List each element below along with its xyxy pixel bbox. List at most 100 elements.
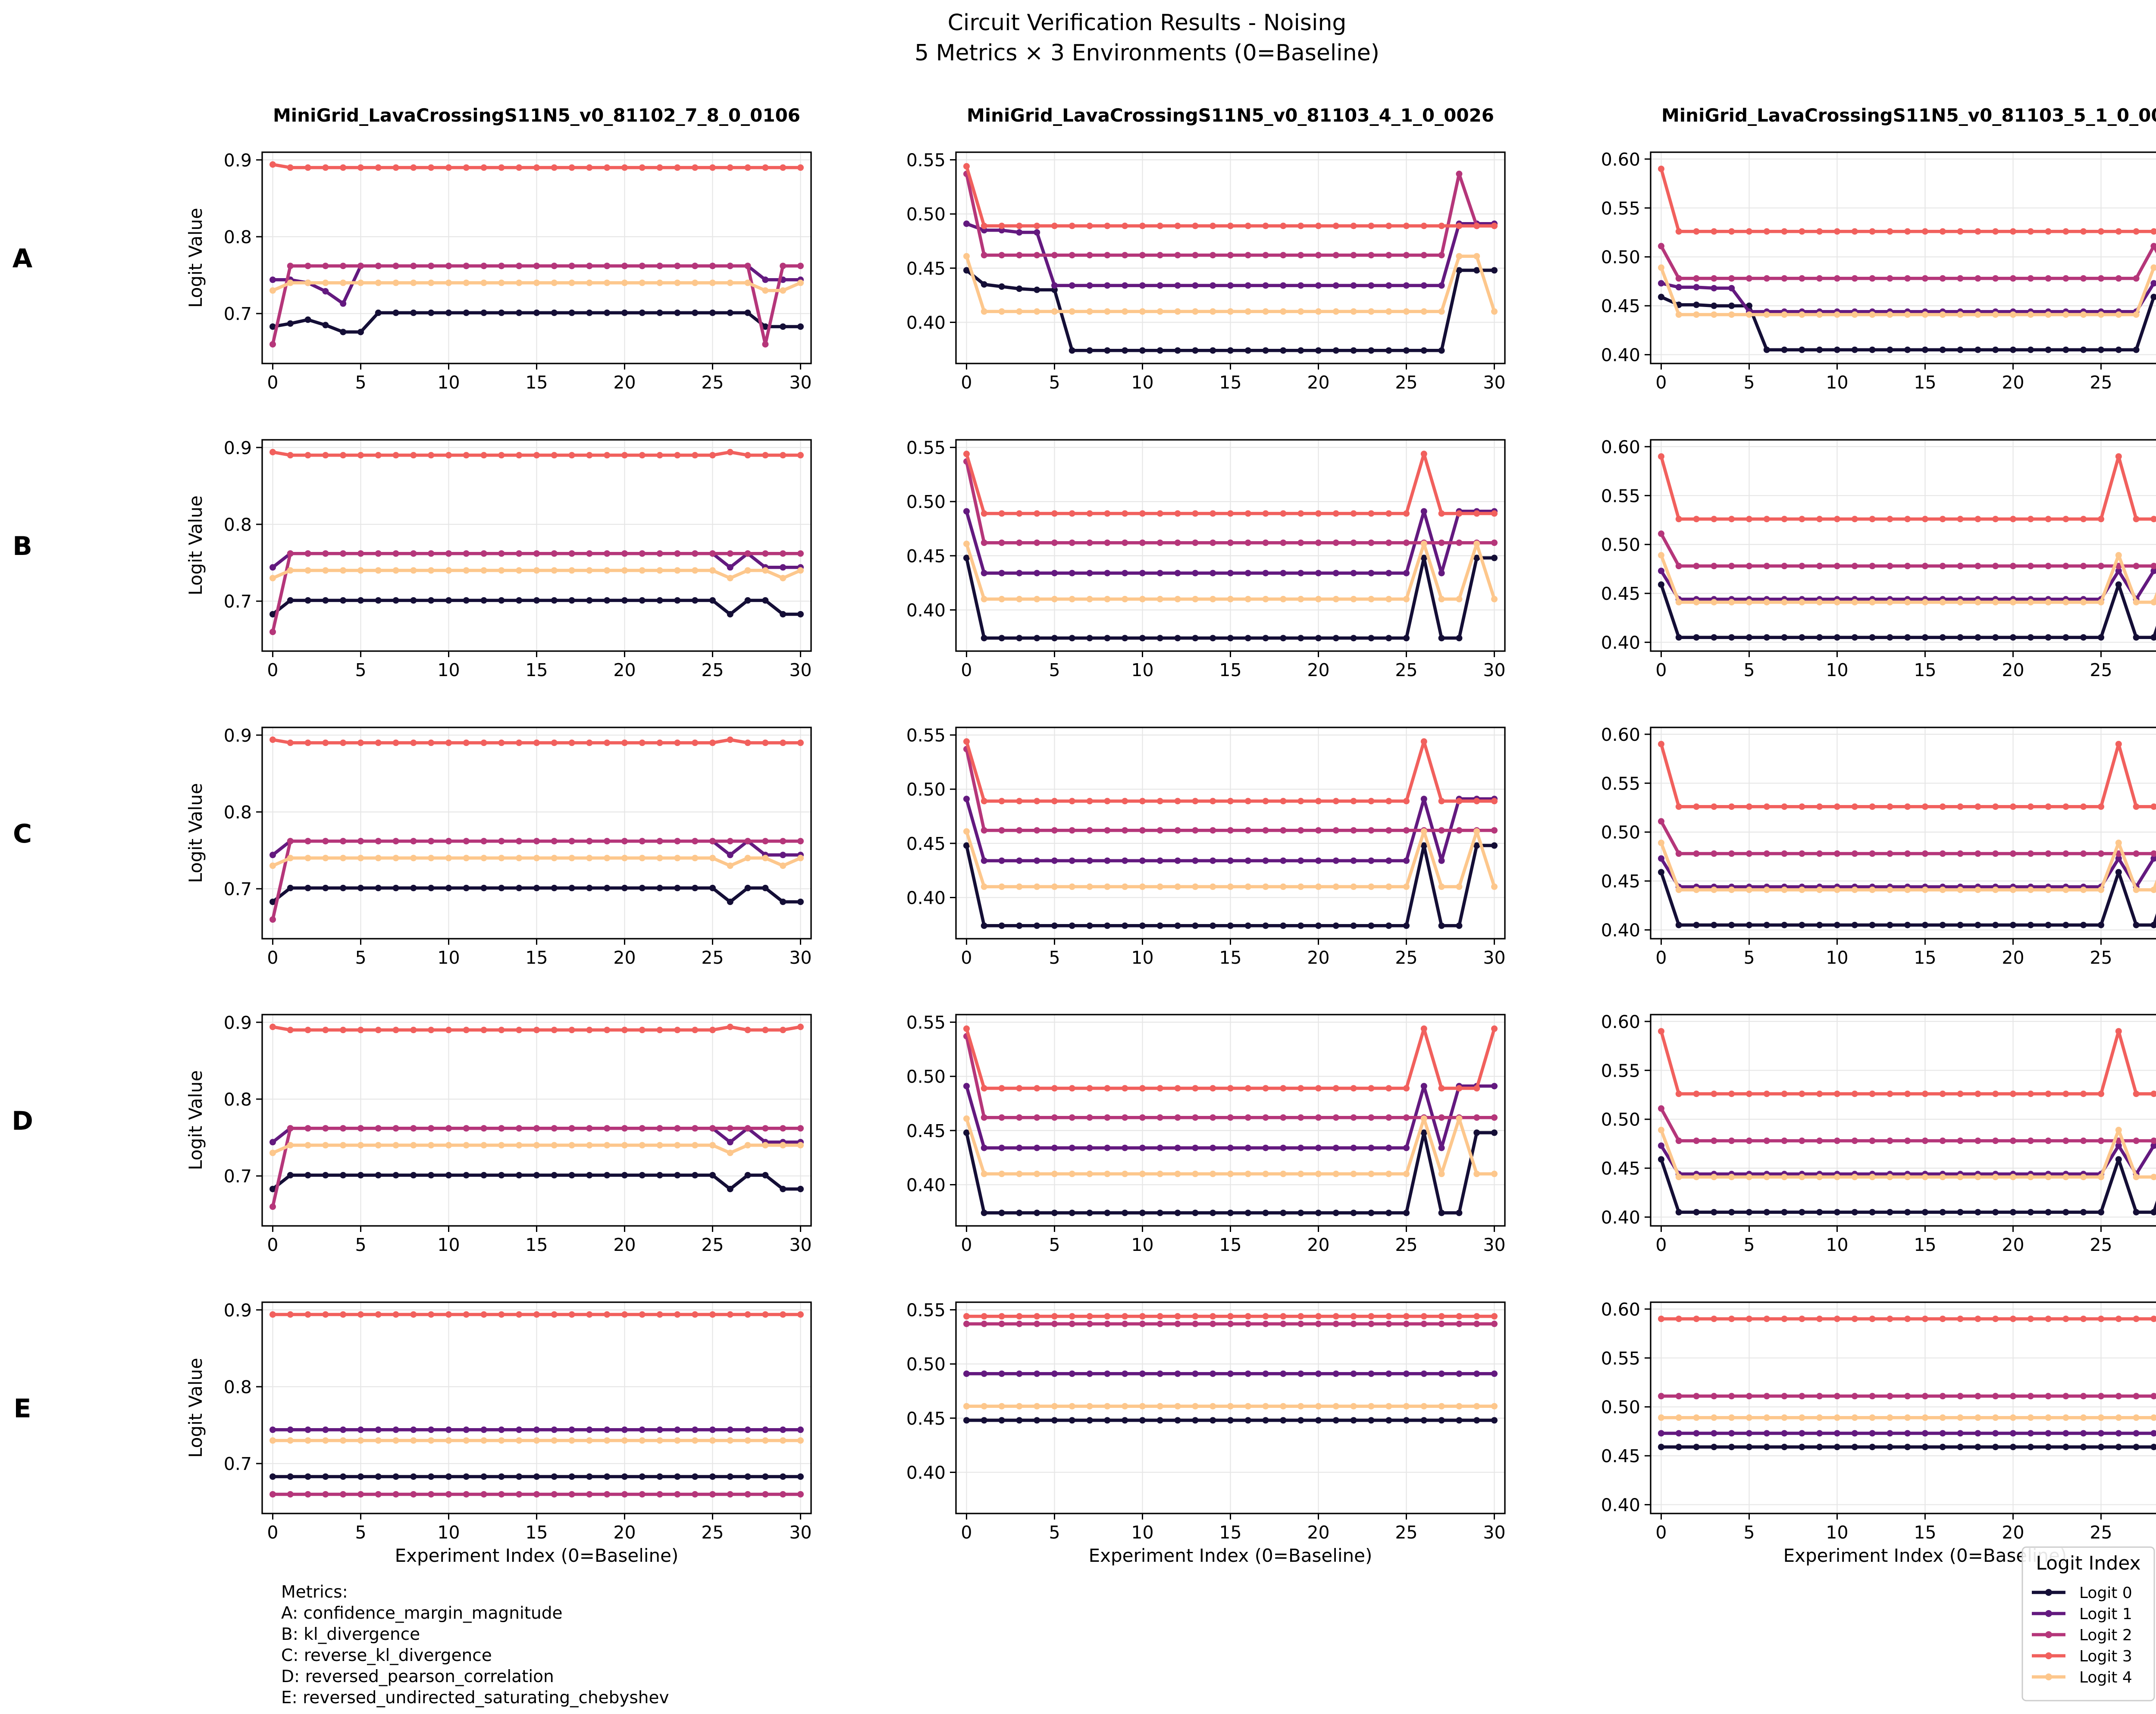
- data-point: [1332, 252, 1339, 259]
- data-point: [1262, 1144, 1269, 1151]
- x-tick-label: 30: [789, 947, 812, 968]
- data-point: [1262, 539, 1269, 546]
- data-point: [340, 1426, 347, 1433]
- data-point: [1069, 1370, 1075, 1377]
- data-point: [727, 1473, 733, 1480]
- data-point: [1693, 1444, 1700, 1451]
- data-point: [269, 852, 276, 859]
- data-point: [322, 263, 329, 269]
- data-point: [727, 279, 733, 286]
- data-point: [744, 838, 751, 845]
- data-point: [1069, 827, 1075, 834]
- data-point: [1385, 635, 1392, 642]
- data-point: [1227, 883, 1234, 890]
- data-point: [1922, 1414, 1928, 1421]
- data-point: [2150, 1393, 2156, 1400]
- data-point: [1174, 570, 1181, 577]
- data-point: [1403, 595, 1410, 602]
- data-point: [1992, 563, 1999, 570]
- data-point: [375, 1426, 382, 1433]
- data-point: [1904, 1414, 1911, 1421]
- data-point: [1658, 1028, 1664, 1035]
- data-point: [1974, 1393, 1981, 1400]
- data-point: [1939, 1209, 1946, 1216]
- data-point: [2098, 228, 2105, 235]
- data-point: [2133, 228, 2140, 235]
- data-point: [357, 1027, 364, 1034]
- data-point: [392, 1027, 399, 1034]
- data-point: [656, 884, 663, 891]
- data-point: [709, 597, 716, 604]
- data-point: [1297, 1170, 1304, 1177]
- data-point: [1332, 883, 1339, 890]
- data-point: [1438, 1144, 1445, 1151]
- data-point: [533, 838, 540, 845]
- data-point: [1139, 798, 1146, 805]
- data-point: [533, 550, 540, 557]
- data-point: [2045, 1137, 2052, 1144]
- data-point: [1385, 1403, 1392, 1410]
- data-point: [480, 1142, 487, 1149]
- data-point: [1420, 1115, 1427, 1122]
- data-point: [287, 1125, 294, 1132]
- data-point: [2080, 850, 2087, 857]
- data-point: [586, 1027, 593, 1034]
- data-point: [1192, 1417, 1199, 1424]
- y-tick-label: 0.9: [224, 150, 252, 171]
- metrics-line: A: confidence_margin_magnitude: [281, 1604, 563, 1623]
- data-point: [586, 1172, 593, 1178]
- data-point: [1781, 1174, 1788, 1181]
- data-point: [1420, 252, 1427, 259]
- data-point: [1403, 1320, 1410, 1327]
- data-point: [1957, 346, 1964, 353]
- data-point: [744, 164, 751, 171]
- data-point: [1438, 1403, 1445, 1410]
- y-tick-label: 0.60: [1601, 1012, 1640, 1032]
- data-point: [1332, 1320, 1339, 1327]
- data-point: [1992, 1174, 1999, 1181]
- data-point: [1869, 1090, 1876, 1097]
- data-point: [1675, 1414, 1682, 1421]
- data-point: [1438, 222, 1445, 229]
- data-point: [1262, 308, 1269, 315]
- y-tick-label: 0.40: [906, 1463, 946, 1483]
- data-point: [1992, 1393, 1999, 1400]
- data-point: [1693, 1209, 1700, 1216]
- data-point: [1887, 634, 1893, 641]
- data-point: [1104, 1144, 1111, 1151]
- data-point: [1350, 308, 1357, 315]
- data-point: [744, 1142, 751, 1149]
- data-point: [287, 1027, 294, 1034]
- x-tick-label: 20: [2002, 372, 2024, 393]
- data-point: [1658, 243, 1664, 250]
- data-point: [604, 838, 611, 845]
- data-point: [322, 279, 329, 286]
- data-point: [1280, 857, 1287, 864]
- data-point: [981, 308, 987, 315]
- data-point: [1658, 1316, 1664, 1322]
- y-tick-label: 0.55: [906, 438, 946, 458]
- data-point: [1104, 1114, 1111, 1121]
- data-point: [1051, 282, 1058, 289]
- data-point: [1922, 1209, 1928, 1216]
- data-point: [1833, 1090, 1840, 1097]
- data-point: [1922, 1137, 1928, 1144]
- data-point: [762, 1426, 769, 1433]
- data-point: [551, 550, 558, 557]
- data-point: [998, 595, 1005, 602]
- data-point: [604, 855, 611, 862]
- data-point: [2150, 921, 2156, 928]
- data-point: [445, 1027, 452, 1034]
- data-point: [674, 550, 681, 557]
- data-point: [1192, 595, 1199, 602]
- data-point: [322, 322, 329, 329]
- x-tick-label: 5: [1743, 1235, 1755, 1255]
- data-point: [1034, 222, 1040, 229]
- data-point: [287, 1491, 294, 1498]
- data-point: [762, 323, 769, 330]
- data-point: [2133, 1209, 2140, 1216]
- data-point: [1297, 1417, 1304, 1424]
- data-point: [1711, 228, 1717, 235]
